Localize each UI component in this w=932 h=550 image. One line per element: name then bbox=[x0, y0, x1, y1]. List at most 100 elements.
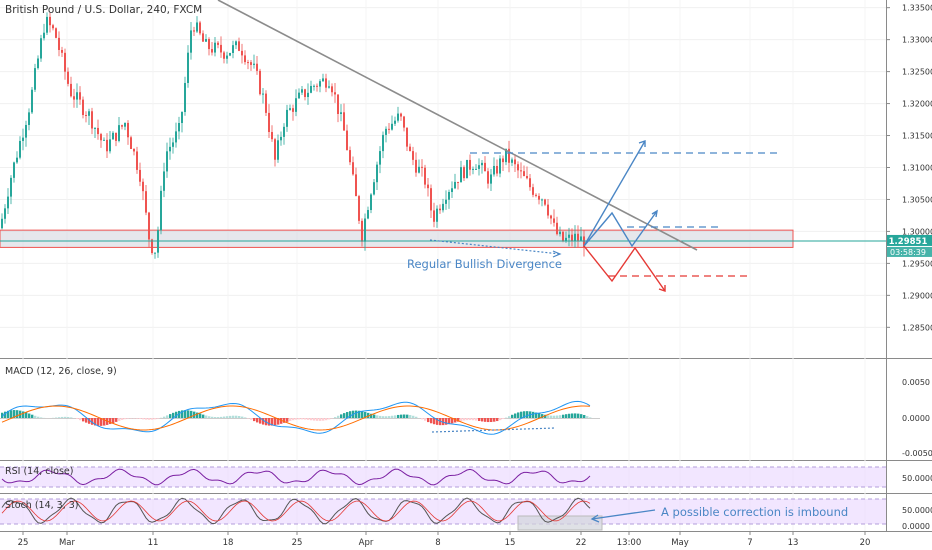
macd-bar bbox=[520, 411, 523, 418]
candle-body bbox=[205, 39, 207, 42]
divergence-arrowhead bbox=[552, 250, 562, 258]
macd-bar bbox=[367, 412, 370, 418]
candle-body bbox=[583, 236, 585, 248]
candle-body bbox=[178, 123, 180, 132]
candle-body bbox=[58, 37, 60, 50]
candle-body bbox=[55, 28, 57, 38]
macd-bar bbox=[58, 417, 61, 418]
macd-bar bbox=[475, 418, 478, 421]
macd-bar bbox=[163, 416, 166, 418]
candle-body bbox=[166, 151, 168, 172]
candle-body bbox=[322, 78, 324, 82]
macd-bar bbox=[127, 418, 130, 419]
macd-bar bbox=[466, 418, 469, 421]
price-axis[interactable]: 1.33500 1.33000 1.32500 1.32000 1.31500 1.310… bbox=[886, 4, 932, 333]
macd-bar bbox=[451, 418, 454, 424]
candle-body bbox=[442, 203, 444, 211]
candle-body bbox=[163, 171, 165, 191]
candle-body bbox=[409, 146, 411, 152]
candle-body bbox=[349, 150, 351, 163]
candle-body bbox=[76, 92, 78, 100]
macd-bar bbox=[79, 418, 82, 421]
candle-body bbox=[478, 165, 480, 169]
candle-body bbox=[190, 30, 192, 53]
candle-body bbox=[289, 108, 291, 110]
macd-bar bbox=[463, 418, 466, 421]
macd-bar bbox=[13, 410, 16, 418]
candle-body bbox=[160, 190, 162, 231]
macd-bar bbox=[565, 414, 568, 418]
macd-bar bbox=[214, 417, 217, 418]
macd-bar bbox=[508, 416, 511, 418]
candle-body bbox=[139, 169, 141, 182]
candle-body bbox=[121, 125, 123, 127]
candle-body bbox=[496, 165, 498, 174]
macd-bar bbox=[322, 418, 325, 421]
macd-bar bbox=[349, 411, 352, 418]
candle-body bbox=[208, 39, 210, 50]
macd-histogram bbox=[1, 410, 592, 426]
candle-body bbox=[541, 199, 543, 201]
macd-bar bbox=[577, 413, 580, 418]
bull-projection-path[interactable] bbox=[583, 210, 658, 248]
support-zone[interactable] bbox=[0, 229, 794, 248]
time-axis[interactable]: 25 Mar 11 18 25 Apr 8 15 22 13:00 May 7 13 20 bbox=[18, 531, 871, 548]
price-tick-label: 1.30000 bbox=[902, 227, 932, 236]
macd-bar bbox=[286, 418, 289, 422]
candle-body bbox=[79, 92, 81, 100]
macd-bar bbox=[421, 418, 424, 420]
stoch-highlight-box[interactable] bbox=[517, 515, 603, 531]
bear-projection-arrowhead bbox=[658, 285, 666, 292]
candle-body bbox=[97, 127, 99, 135]
macd-bar bbox=[571, 413, 574, 418]
candle-body bbox=[532, 187, 534, 195]
macd-bar bbox=[136, 418, 139, 419]
divergence-line[interactable] bbox=[429, 239, 561, 255]
macd-bar bbox=[109, 418, 112, 425]
macd-bar bbox=[121, 418, 124, 420]
candle-body bbox=[394, 120, 396, 124]
candle-body bbox=[22, 137, 24, 141]
macd-bar bbox=[151, 418, 154, 420]
macd-bar bbox=[253, 418, 256, 422]
rsi-label: RSI (14, close) bbox=[5, 466, 73, 477]
candle-body bbox=[151, 239, 153, 254]
macd-bar bbox=[493, 418, 496, 422]
last-price-tag bbox=[887, 234, 932, 246]
candle-body bbox=[370, 194, 372, 211]
candle-body bbox=[31, 89, 33, 113]
correction-arrow[interactable] bbox=[591, 509, 656, 520]
descending-trendline[interactable] bbox=[217, 0, 698, 251]
macd-bar bbox=[232, 415, 235, 418]
candle-body bbox=[529, 178, 531, 188]
candle-body bbox=[379, 151, 381, 165]
correction-arrowhead bbox=[590, 514, 600, 523]
macd-bar bbox=[514, 413, 517, 418]
candle-body bbox=[481, 162, 483, 166]
macd-bar bbox=[7, 410, 10, 418]
bear-projection-path[interactable] bbox=[583, 245, 666, 292]
candle-body bbox=[262, 93, 264, 95]
candle-body bbox=[511, 159, 513, 163]
candle-body bbox=[283, 126, 285, 137]
macd-bar bbox=[298, 418, 301, 420]
macd-divergence-line[interactable] bbox=[431, 427, 556, 433]
macd-bar bbox=[211, 416, 214, 418]
macd-bar bbox=[379, 415, 382, 418]
macd-bar bbox=[370, 413, 373, 418]
candle-body bbox=[229, 52, 231, 56]
candle-body bbox=[202, 33, 204, 42]
macd-bar bbox=[271, 418, 274, 426]
candle-body bbox=[172, 142, 174, 147]
macd-bar bbox=[31, 414, 34, 418]
candle-body bbox=[124, 122, 126, 127]
macd-bar bbox=[484, 418, 487, 422]
bull-main-arrow[interactable] bbox=[583, 140, 646, 247]
candle-body bbox=[301, 89, 303, 93]
bull-projection-arrowhead bbox=[651, 209, 658, 218]
candle-body bbox=[277, 140, 279, 160]
macd-bar bbox=[148, 418, 151, 420]
candle-body bbox=[346, 130, 348, 151]
candle-body bbox=[286, 109, 288, 127]
